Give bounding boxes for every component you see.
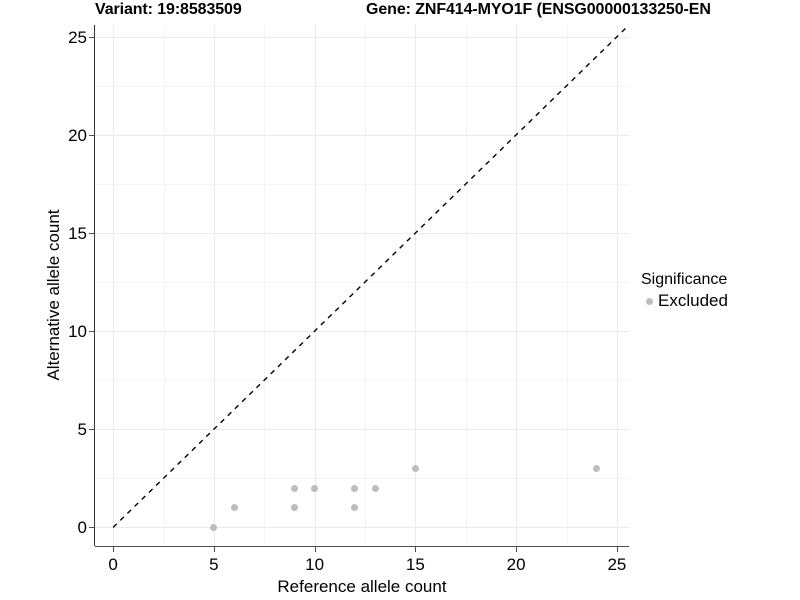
data-point xyxy=(351,484,359,492)
x-axis-tick-label: 0 xyxy=(108,555,118,574)
gridline-vertical xyxy=(415,25,416,545)
legend-title: Significance xyxy=(641,271,728,288)
y-axis-line xyxy=(94,25,95,546)
gridline-vertical xyxy=(617,25,618,545)
x-axis-tick xyxy=(213,547,215,552)
variant-title: Variant: 19:8583509 xyxy=(95,1,242,18)
y-axis-tick-label: 15 xyxy=(68,224,87,243)
y-axis-tick xyxy=(89,429,94,431)
diagonal-reference-line xyxy=(112,25,629,528)
data-point xyxy=(290,484,298,492)
x-axis-tick xyxy=(516,547,518,552)
x-axis-tick-label: 25 xyxy=(607,555,627,574)
gridline-horizontal xyxy=(95,135,629,136)
x-axis-tick xyxy=(314,547,316,552)
y-axis-tick-label: 10 xyxy=(68,322,87,342)
x-axis-tick xyxy=(616,547,618,552)
y-axis-tick xyxy=(89,134,94,136)
y-axis-title: Alternative allele count xyxy=(44,209,63,381)
gridline-horizontal xyxy=(95,282,629,283)
gridline-horizontal xyxy=(95,184,629,185)
gene-title: Gene: ZNF414-MYO1F (ENSG00000133250-EN xyxy=(366,1,711,18)
legend-item-label: Excluded xyxy=(658,291,728,310)
plot-panel xyxy=(95,25,629,545)
legend-item[interactable]: Excluded xyxy=(641,291,799,310)
data-point xyxy=(593,464,601,472)
y-axis-tick-label: 5 xyxy=(77,420,87,440)
gridline-vertical xyxy=(214,25,215,545)
x-axis-tick-label: 5 xyxy=(209,555,219,574)
legend-items: Excluded xyxy=(641,291,799,310)
gridline-vertical xyxy=(365,25,366,545)
data-point xyxy=(290,504,298,512)
figure-title-row: Variant: 19:8583509 Gene: ZNF414-MYO1F (… xyxy=(0,0,800,22)
data-point xyxy=(371,484,379,492)
x-axis-tick xyxy=(415,547,417,552)
gridline-vertical xyxy=(113,25,114,545)
gridline-horizontal xyxy=(95,478,629,479)
data-point xyxy=(230,504,238,512)
y-axis-tick xyxy=(89,527,94,529)
gridline-horizontal xyxy=(95,86,629,87)
x-axis-tick-label: 20 xyxy=(506,555,526,574)
x-axis-tick-label: 15 xyxy=(405,555,425,574)
gridline-horizontal xyxy=(95,37,629,38)
x-axis-line xyxy=(95,546,629,547)
gridline-horizontal xyxy=(95,331,629,332)
gridline-vertical xyxy=(466,25,467,545)
y-axis-tick-label: 25 xyxy=(68,27,87,47)
gridline-vertical xyxy=(315,25,316,545)
data-point xyxy=(351,504,359,512)
y-axis-tick xyxy=(89,331,94,333)
gridline-horizontal xyxy=(95,380,629,381)
gridline-horizontal xyxy=(95,233,629,234)
legend: Significance Excluded xyxy=(641,270,799,310)
data-point xyxy=(210,523,218,531)
gridline-vertical xyxy=(567,25,568,545)
y-axis-tick xyxy=(89,233,94,234)
data-point xyxy=(411,464,419,472)
legend-marker-icon xyxy=(641,292,658,309)
data-point xyxy=(311,484,319,492)
x-axis-tick xyxy=(113,547,115,552)
gridline-horizontal xyxy=(95,429,629,430)
x-axis-tick-label: 10 xyxy=(305,555,325,574)
x-axis-title: Reference allele count xyxy=(277,577,447,596)
gridline-vertical xyxy=(516,25,517,545)
gridline-horizontal xyxy=(95,527,629,528)
gridline-vertical xyxy=(264,25,265,545)
y-axis-tick-label: 0 xyxy=(77,518,87,538)
y-axis-tick-label: 20 xyxy=(68,125,87,145)
gridline-vertical xyxy=(164,25,165,545)
y-axis-tick xyxy=(89,36,94,38)
